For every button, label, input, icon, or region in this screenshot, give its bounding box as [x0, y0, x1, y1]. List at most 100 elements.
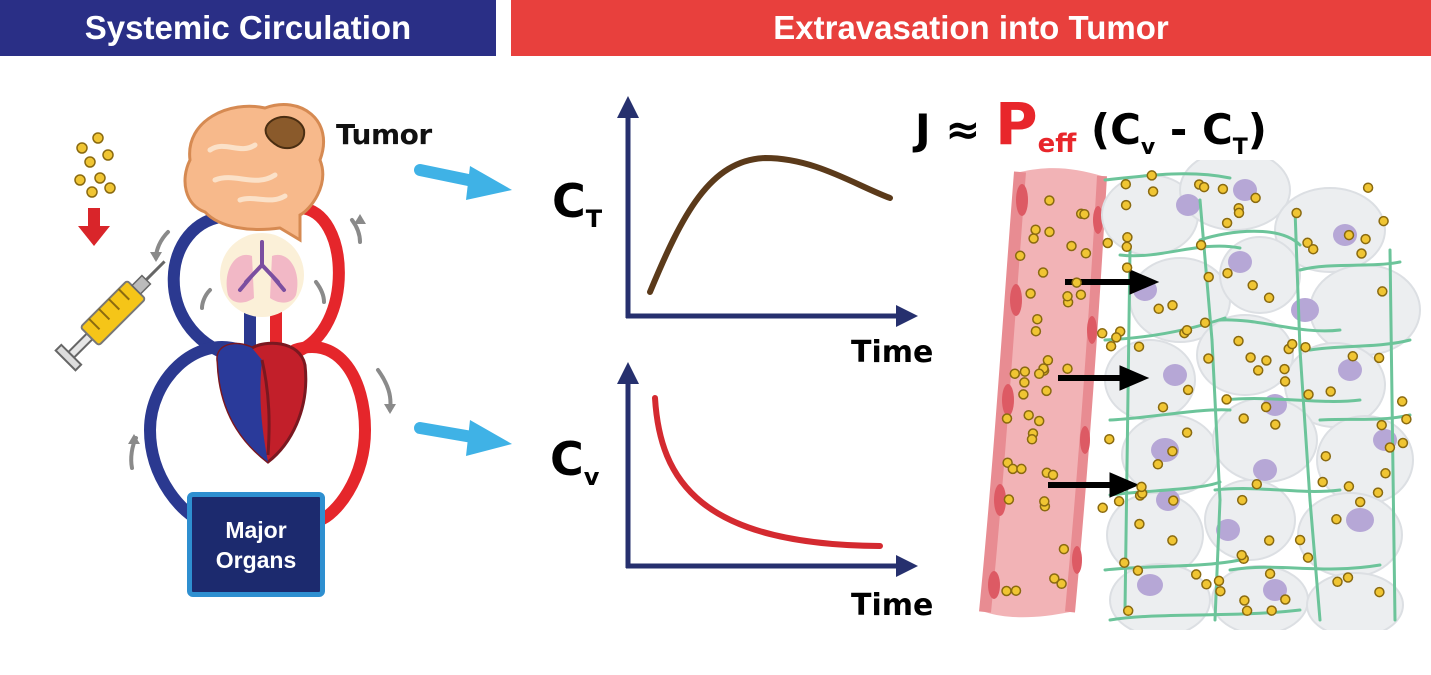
nanoparticle	[1167, 300, 1178, 311]
systemic-circulation-banner: Systemic Circulation	[0, 0, 496, 56]
nanoparticle	[1251, 478, 1263, 490]
equation-open: (C	[1076, 105, 1141, 154]
nanoparticle	[1198, 181, 1210, 193]
nanoparticle	[1181, 324, 1193, 336]
tumor-flow-arrow-icon	[414, 164, 512, 200]
nanoparticle	[1377, 286, 1388, 297]
heart-icon	[216, 341, 308, 464]
nanoparticle	[1032, 313, 1043, 325]
nanoparticle	[1252, 365, 1264, 376]
nanoparticle	[1266, 605, 1277, 616]
extravasation-title: Extravasation into Tumor	[773, 9, 1169, 46]
nanoparticle	[1236, 494, 1248, 506]
nanoparticle	[1080, 248, 1092, 259]
nanoparticle	[1044, 226, 1055, 238]
nanoparticle	[1250, 192, 1261, 204]
nanoparticle	[1047, 469, 1059, 481]
equation-p-sub: eff	[1037, 129, 1077, 159]
nanoparticle	[1307, 243, 1319, 255]
nanoparticle	[1356, 248, 1367, 259]
nanoparticle	[1058, 543, 1070, 555]
nanoparticle	[1030, 224, 1041, 235]
flux-equation: J ≈ Peff (Cv - CT)	[915, 90, 1267, 160]
nanoparticle	[1003, 494, 1015, 505]
nanoparticle	[1241, 605, 1253, 617]
nanoparticle	[1222, 267, 1233, 279]
nanoparticle	[1384, 442, 1396, 453]
nanoparticle	[1001, 413, 1013, 424]
equation-cv-sub: v	[1140, 135, 1156, 160]
vascular-graph	[617, 362, 918, 577]
major-organs-line2: Organs	[215, 546, 297, 573]
nanoparticle	[1104, 433, 1115, 445]
vascular-concentration-label: Cv	[550, 432, 600, 491]
major-organs-box: Major Organs	[187, 492, 325, 597]
nanoparticle	[1146, 170, 1158, 181]
nanoparticle	[1263, 535, 1275, 546]
nanoparticle	[1217, 183, 1229, 195]
nanoparticle	[1121, 241, 1133, 253]
nanoparticle	[1056, 578, 1067, 590]
nanoparticle	[1396, 396, 1408, 407]
nanoparticle	[1401, 413, 1412, 425]
nanoparticle	[1079, 208, 1090, 220]
nanoparticle	[1041, 385, 1052, 397]
nanoparticle	[1247, 280, 1258, 291]
equation-p: P	[995, 90, 1038, 158]
nanoparticle	[1245, 352, 1256, 363]
systemic-circulation-title: Systemic Circulation	[84, 9, 412, 46]
nanoparticle	[1221, 394, 1232, 405]
nanoparticle	[1360, 233, 1371, 245]
nanoparticle	[1132, 565, 1144, 576]
nanoparticle	[1221, 217, 1233, 229]
nanoparticle	[1111, 332, 1122, 343]
nanoparticle	[1199, 317, 1211, 328]
nanoparticle	[1203, 271, 1214, 283]
nanoparticle	[1033, 368, 1045, 380]
nanoparticle	[1120, 178, 1132, 190]
nanoparticle	[1264, 568, 1276, 579]
nanoparticle	[1300, 341, 1311, 353]
nanoparticle	[1097, 502, 1108, 514]
nanoparticle	[1332, 576, 1343, 588]
nanoparticle	[1157, 401, 1169, 413]
nanoparticle	[1167, 535, 1178, 546]
nanoparticle	[1238, 413, 1249, 424]
nanoparticle	[1028, 233, 1039, 244]
nanoparticle	[1374, 586, 1385, 598]
tumor-label: Tumor	[336, 118, 432, 151]
nanoparticle	[1009, 368, 1021, 379]
nanoparticle	[1294, 534, 1306, 546]
nanoparticle	[1302, 552, 1314, 563]
flow-direction-arrows	[128, 214, 396, 470]
equation-lhs: J ≈	[915, 105, 996, 154]
nanoparticle	[1062, 363, 1073, 374]
syringe-icon	[54, 260, 166, 372]
vascular-flow-arrow-icon	[414, 420, 512, 456]
nanoparticle	[1105, 340, 1117, 352]
nanoparticles	[1001, 170, 1412, 617]
nanoparticle	[1167, 446, 1178, 457]
nanoparticle	[1372, 487, 1384, 498]
nanoparticle	[1147, 186, 1159, 197]
nanoparticle	[1025, 288, 1036, 299]
nanoparticle	[1380, 468, 1391, 479]
nanoparticle	[1236, 549, 1247, 561]
nanoparticle	[1378, 215, 1389, 227]
nanoparticle	[1302, 237, 1313, 249]
nanoparticle	[1343, 229, 1355, 241]
nanoparticle	[1203, 353, 1214, 364]
tumor-graph-y-arrow-icon	[617, 96, 639, 118]
nanoparticle	[1376, 419, 1387, 431]
nanoparticle	[1120, 199, 1132, 211]
tumor-graph-time-label: Time	[851, 335, 934, 370]
nanoparticle	[1317, 476, 1328, 488]
nanoparticle	[1133, 341, 1145, 352]
nanoparticle	[1010, 585, 1022, 596]
nanoparticle	[1233, 207, 1245, 219]
tumor-cells	[1101, 160, 1421, 630]
nanoparticle	[1113, 496, 1125, 507]
equation-ct-sub: T	[1232, 135, 1248, 160]
nanoparticle	[1270, 419, 1281, 430]
nanoparticle	[1119, 557, 1130, 568]
